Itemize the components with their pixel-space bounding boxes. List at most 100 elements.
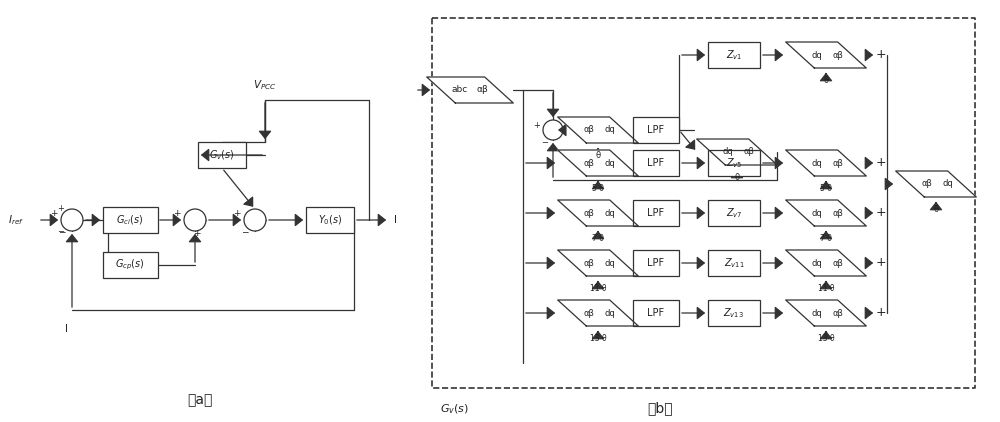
Bar [633, 117, 679, 143]
Bar [633, 200, 679, 226]
Text: LPF: LPF [647, 258, 665, 268]
Polygon shape [558, 200, 638, 226]
Text: dq: dq [604, 125, 615, 135]
Text: 11 θ: 11 θ [590, 284, 606, 293]
Polygon shape [896, 171, 976, 197]
Text: θ: θ [823, 76, 829, 85]
Text: αβ: αβ [583, 159, 594, 168]
Text: −: − [58, 227, 66, 236]
Polygon shape [558, 150, 638, 176]
Text: $Z_{v11}$: $Z_{v11}$ [724, 256, 744, 270]
Text: +: + [534, 121, 540, 130]
Bar [103, 207, 158, 233]
Text: 7 θ: 7 θ [820, 234, 832, 243]
Text: θ: θ [933, 205, 939, 214]
Circle shape [543, 120, 563, 140]
Text: $Z_{v13}$: $Z_{v13}$ [723, 306, 745, 320]
Circle shape [244, 209, 266, 231]
Polygon shape [427, 77, 513, 103]
Text: LPF: LPF [647, 208, 665, 218]
Text: αβ: αβ [832, 308, 843, 317]
Text: $G_v(s)$: $G_v(s)$ [209, 148, 235, 162]
Bar [708, 250, 760, 276]
Text: +: + [876, 49, 886, 62]
Bar [633, 300, 679, 326]
Bar [708, 300, 760, 326]
Text: +: + [57, 204, 64, 213]
Text: 5 θ: 5 θ [820, 184, 832, 193]
Text: 13 θ: 13 θ [590, 334, 606, 343]
Polygon shape [786, 42, 866, 68]
Text: dq: dq [811, 259, 822, 268]
Text: $V_{PCC}$: $V_{PCC}$ [253, 78, 277, 92]
Text: 7 θ: 7 θ [592, 234, 604, 243]
Polygon shape [558, 300, 638, 326]
Text: $Z_{v1}$: $Z_{v1}$ [726, 48, 742, 62]
Text: +: + [173, 208, 181, 217]
Bar [633, 150, 679, 176]
Text: αβ: αβ [743, 148, 754, 157]
Text: +: + [876, 157, 886, 170]
Text: αβ: αβ [832, 259, 843, 268]
Text: $Y_0(s)$: $Y_0(s)$ [318, 213, 342, 227]
Polygon shape [786, 150, 866, 176]
Bar [708, 200, 760, 226]
Text: 13 θ: 13 θ [818, 334, 834, 343]
Text: dq: dq [811, 208, 822, 217]
Text: 5 θ: 5 θ [592, 184, 604, 193]
Bar [198, 142, 246, 168]
Text: $Z_{v7}$: $Z_{v7}$ [726, 206, 742, 220]
Text: LPF: LPF [647, 308, 665, 318]
Text: I: I [394, 215, 397, 225]
Text: αβ: αβ [832, 51, 843, 60]
Text: dq: dq [811, 159, 822, 168]
Text: αβ: αβ [832, 159, 843, 168]
Text: dq: dq [942, 179, 953, 189]
Text: dq: dq [722, 148, 733, 157]
Text: αβ: αβ [583, 259, 594, 268]
Text: dq: dq [604, 208, 615, 217]
Text: θ: θ [734, 173, 740, 182]
Polygon shape [697, 139, 777, 165]
Text: dq: dq [811, 51, 822, 60]
Text: abc: abc [451, 86, 468, 95]
Circle shape [61, 209, 83, 231]
Text: $G_{cp}(s)$: $G_{cp}(s)$ [115, 258, 145, 272]
Bar [708, 42, 760, 68]
Bar [708, 150, 760, 176]
Text: +: + [50, 208, 58, 217]
Text: dq: dq [811, 308, 822, 317]
Text: dq: dq [604, 308, 615, 317]
Text: $Z_{v5}$: $Z_{v5}$ [726, 156, 742, 170]
Text: dq: dq [604, 259, 615, 268]
Bar [633, 250, 679, 276]
Text: αβ: αβ [921, 179, 932, 189]
Text: +: + [233, 208, 241, 217]
Circle shape [184, 209, 206, 231]
Text: αβ: αβ [583, 125, 594, 135]
Text: LPF: LPF [647, 125, 665, 135]
Text: $I_{ref}$: $I_{ref}$ [8, 213, 24, 227]
Text: αβ: αβ [583, 208, 594, 217]
Text: αβ: αβ [583, 308, 594, 317]
Text: LPF: LPF [647, 158, 665, 168]
Text: +: + [876, 206, 886, 219]
Text: +: + [193, 230, 201, 238]
Text: −: − [542, 138, 548, 148]
Text: 11 θ: 11 θ [818, 284, 834, 293]
Bar [306, 207, 354, 233]
Polygon shape [786, 250, 866, 276]
Text: −: − [241, 227, 249, 236]
Text: （b）: （b） [647, 401, 673, 415]
Polygon shape [786, 200, 866, 226]
Text: θ: θ [595, 151, 601, 160]
Text: $G_{ci}(s)$: $G_{ci}(s)$ [116, 213, 144, 227]
Text: dq: dq [604, 159, 615, 168]
Text: αβ: αβ [832, 208, 843, 217]
Text: I: I [66, 324, 68, 334]
Text: （a）: （a） [187, 393, 213, 407]
Text: +: + [876, 257, 886, 270]
Polygon shape [786, 300, 866, 326]
Text: $G_v(s)$: $G_v(s)$ [440, 402, 469, 416]
Bar [103, 252, 158, 278]
